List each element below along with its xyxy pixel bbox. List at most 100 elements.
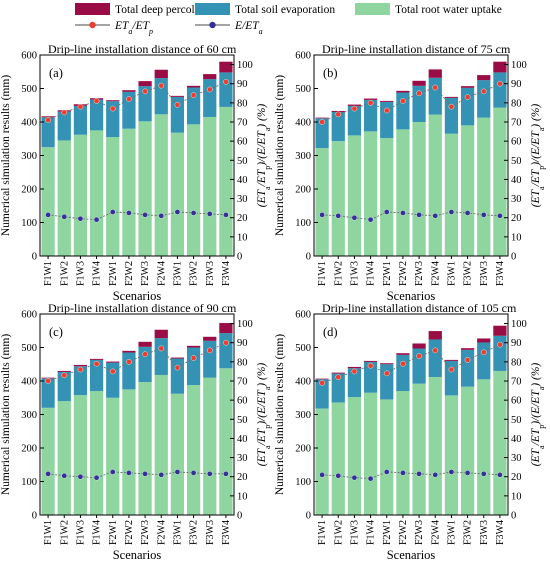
y-axis-label: Numerical simulation results (mm) xyxy=(274,75,286,236)
label-part: ET xyxy=(256,188,268,204)
series-point xyxy=(142,88,148,95)
y-tick-label: 100 xyxy=(21,218,37,229)
series-point xyxy=(367,100,374,106)
y2-tick-label: 60 xyxy=(511,137,522,148)
series-point xyxy=(223,339,229,346)
label-subscript: a xyxy=(537,445,546,449)
x-tick-label: F1W1 xyxy=(317,520,328,545)
bar-total-soil-evaporation xyxy=(186,87,201,125)
legend-subscript: a xyxy=(128,27,132,36)
y-axis-label: Numerical simulation results (mm) xyxy=(0,75,12,236)
y-tick-label: 0 xyxy=(32,511,37,522)
bar-total-deep-percolation xyxy=(477,75,491,81)
y2-tick-label: 0 xyxy=(237,511,242,522)
y2-tick-label: 0 xyxy=(511,252,516,263)
bar-total-deep-percolation xyxy=(106,361,120,363)
bar-total-deep-percolation xyxy=(106,100,120,102)
bar-total-deep-percolation xyxy=(380,363,394,365)
bar-total-soil-evaporation xyxy=(347,105,362,136)
y-tick-label: 200 xyxy=(295,185,311,196)
y2-tick-label: 30 xyxy=(237,453,248,464)
x-tick-label: F2W2 xyxy=(124,261,135,286)
bar-total-root-water-uptake xyxy=(219,106,233,256)
bar-total-root-water-uptake xyxy=(89,130,104,256)
panel-d: 0 100 200 300 400 500 600 0 10 20 30 40 50 60 70 80 90 10… xyxy=(274,301,546,562)
bar-total-soil-evaporation xyxy=(363,99,378,132)
bar-total-soil-evaporation xyxy=(122,352,136,390)
bar-total-root-water-uptake xyxy=(106,137,120,256)
y2-tick-label: 80 xyxy=(511,357,522,368)
series-point xyxy=(190,355,197,361)
x-tick-label: F3W1 xyxy=(172,261,183,286)
bar-total-deep-percolation xyxy=(154,69,168,79)
bar-total-root-water-uptake xyxy=(122,128,136,256)
bar-total-root-water-uptake xyxy=(203,116,217,256)
bar-total-root-water-uptake xyxy=(89,391,104,515)
series-point xyxy=(335,374,342,380)
x-tick-label: F2W1 xyxy=(108,261,119,286)
bar-total-soil-evaporation xyxy=(170,358,185,394)
series-point xyxy=(497,212,503,219)
y2-axis-label: (ETa/ETp)/(E/ETa) (%) xyxy=(530,104,546,208)
bar-total-root-water-uptake xyxy=(57,401,71,515)
series-point xyxy=(464,357,471,363)
bar-total-root-water-uptake xyxy=(331,402,345,515)
bar-total-root-water-uptake xyxy=(477,379,491,515)
series-point xyxy=(206,86,213,93)
legend-label: Total root water uptake xyxy=(395,4,502,16)
x-tick-label: F2W3 xyxy=(414,520,425,545)
series-point xyxy=(432,471,439,478)
bar-total-deep-percolation xyxy=(41,377,55,379)
y-tick-label: 400 xyxy=(21,377,37,388)
bar-total-root-water-uptake xyxy=(219,368,233,515)
legend-text-part: E/ET xyxy=(234,20,260,32)
x-tick-label: F1W2 xyxy=(333,520,344,545)
legend-label: Total deep percolation xyxy=(115,4,218,16)
y-tick-label: 600 xyxy=(295,310,311,321)
series-point xyxy=(351,474,358,481)
legend-item: Total soil evaporation xyxy=(195,3,335,16)
bar-total-root-water-uptake xyxy=(331,141,345,256)
bar-total-root-water-uptake xyxy=(203,377,217,515)
bar-total-root-water-uptake xyxy=(154,374,168,515)
label-part: ( xyxy=(530,461,542,466)
bar-total-deep-percolation xyxy=(412,80,426,86)
y-tick-label: 300 xyxy=(295,151,311,162)
series-point xyxy=(480,212,487,218)
legend-label: Total soil evaporation xyxy=(235,4,335,16)
x-tick-label: F1W1 xyxy=(317,261,328,286)
series-point xyxy=(109,105,116,112)
label-part: ) (%) xyxy=(256,363,268,388)
legend-marker xyxy=(89,21,96,29)
label-part: ET xyxy=(530,168,542,184)
y2-tick-label: 40 xyxy=(237,434,248,445)
y2-tick-label: 40 xyxy=(511,175,522,186)
bar-total-soil-evaporation xyxy=(73,366,88,396)
series-point xyxy=(61,213,68,220)
y-tick-label: 400 xyxy=(295,377,311,388)
label-part: ET xyxy=(256,427,268,443)
panel-letter: (b) xyxy=(323,66,338,80)
x-tick-label: F1W2 xyxy=(59,520,70,545)
series-point xyxy=(45,212,51,218)
y2-axis-label: (ETa/ETp)/(E/ETa) (%) xyxy=(530,363,546,467)
bar-total-deep-percolation xyxy=(154,329,168,339)
bar-total-soil-evaporation xyxy=(460,87,475,126)
series-point xyxy=(142,212,148,218)
x-tick-label: F3W3 xyxy=(479,261,490,286)
y-tick-label: 0 xyxy=(32,252,37,263)
bar-total-soil-evaporation xyxy=(170,96,185,133)
label-part: )/( xyxy=(256,154,268,167)
series-point xyxy=(400,98,406,104)
y-tick-label: 400 xyxy=(21,118,37,129)
bar-total-root-water-uptake xyxy=(41,407,55,515)
y2-tick-label: 40 xyxy=(237,175,248,186)
bar-total-root-water-uptake xyxy=(412,383,426,515)
y2-tick-label: 30 xyxy=(511,194,522,205)
series-point xyxy=(480,471,487,477)
y-tick-label: 300 xyxy=(21,410,37,421)
x-tick-label: F3W2 xyxy=(463,261,474,286)
x-tick-label: F1W2 xyxy=(59,261,70,286)
y-tick-label: 200 xyxy=(21,444,37,455)
y2-tick-label: 80 xyxy=(237,357,248,368)
